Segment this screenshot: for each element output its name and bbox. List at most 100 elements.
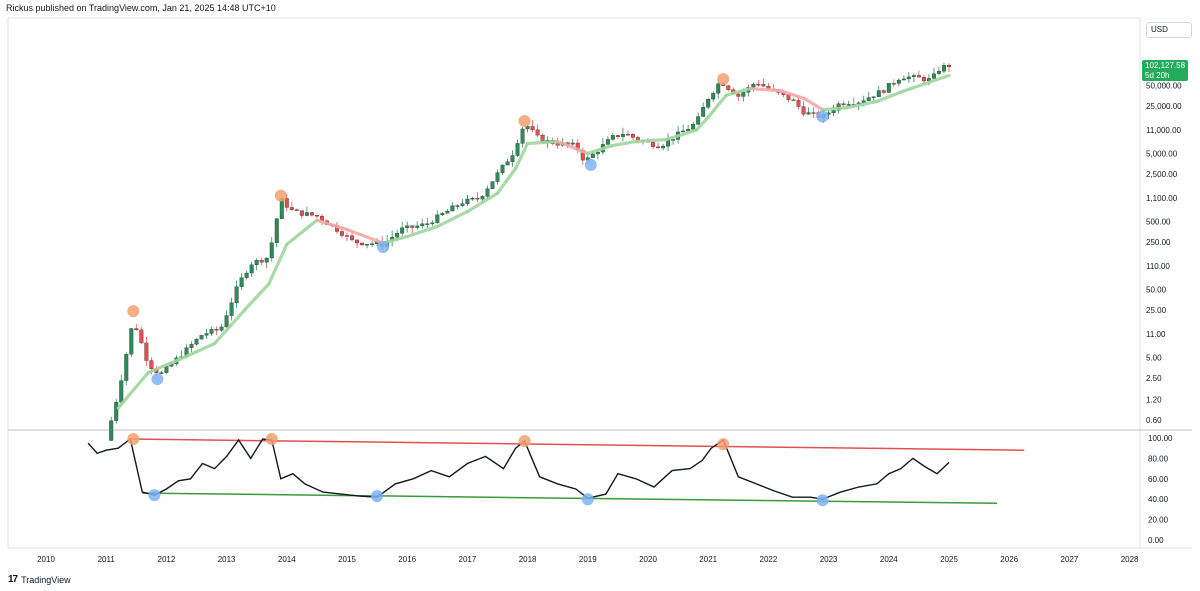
ma-segment xyxy=(664,128,698,142)
ma-segment xyxy=(724,86,752,97)
price-tick-label: 1.20 xyxy=(1146,396,1162,405)
candle-body xyxy=(615,135,620,137)
oscillator-top-marker xyxy=(127,433,140,446)
resistance-trendline xyxy=(130,438,1025,451)
oscillator-tick-label: 20.00 xyxy=(1148,516,1169,525)
time-tick-label: 2016 xyxy=(398,555,416,564)
candle-body xyxy=(801,106,806,115)
candle-body xyxy=(239,277,244,287)
currency-button[interactable]: USD xyxy=(1146,22,1192,38)
ma-segment xyxy=(634,137,668,144)
ma-segment xyxy=(802,97,825,112)
candle-body xyxy=(244,272,249,278)
chart-frame xyxy=(7,17,1192,549)
time-tick-label: 2014 xyxy=(278,555,296,564)
ma-segment xyxy=(146,358,181,375)
time-axis: 2010 2011 2012 2013 2014 2015 2016 2017 2018 2019… xyxy=(37,555,1139,564)
candle-body xyxy=(751,84,756,88)
candle-body xyxy=(109,420,114,441)
oscillator-top-marker xyxy=(717,438,730,451)
candle-body xyxy=(214,329,219,331)
candle-body xyxy=(189,344,194,348)
candle-body xyxy=(515,143,520,156)
oscillator-top-marker xyxy=(265,433,278,446)
ma-segment xyxy=(116,370,150,410)
candle-body xyxy=(831,109,836,114)
candle-body xyxy=(490,181,495,189)
candle-body xyxy=(691,124,696,130)
candle-body xyxy=(204,333,209,336)
candle-body xyxy=(891,83,896,85)
candle-body xyxy=(510,155,515,162)
candle-body xyxy=(199,335,204,340)
candle-body xyxy=(671,139,676,141)
candle-body xyxy=(871,96,876,98)
ma-segment xyxy=(513,141,530,171)
candle-body xyxy=(395,233,400,238)
time-tick-label: 2020 xyxy=(639,555,657,564)
ma-segment xyxy=(899,82,927,94)
candle-body xyxy=(555,143,560,146)
cycle-top-marker xyxy=(518,115,531,128)
cycle-top-marker xyxy=(717,73,730,86)
candlestick-series xyxy=(109,62,951,442)
candle-body xyxy=(289,207,294,210)
candle-body xyxy=(249,264,254,274)
candle-body xyxy=(430,222,435,224)
candle-body xyxy=(420,223,425,227)
candle-body xyxy=(706,98,711,108)
time-tick-label: 2025 xyxy=(940,555,958,564)
tradingview-footer[interactable]: 17 TradingView xyxy=(8,574,71,585)
ma-segment xyxy=(923,73,951,86)
candle-body xyxy=(340,231,344,236)
ma-segment xyxy=(212,308,247,346)
oscillator-tick-label: 60.00 xyxy=(1148,475,1169,484)
candle-body xyxy=(590,153,595,158)
publisher-header: Rickus published on TradingView.com, Jan… xyxy=(6,3,276,13)
time-tick-label: 2013 xyxy=(218,555,236,564)
time-tick-label: 2011 xyxy=(98,555,116,564)
price-cycle-markers xyxy=(127,73,829,386)
price-tick-label: 11,000.00 xyxy=(1146,126,1182,135)
price-tick-label: 5.00 xyxy=(1146,353,1162,362)
candle-body xyxy=(786,94,791,100)
time-tick-label: 2018 xyxy=(519,555,537,564)
candle-body xyxy=(881,90,886,93)
candle-body xyxy=(620,134,625,137)
candle-body xyxy=(360,242,364,246)
candle-body xyxy=(124,354,129,381)
candle-body xyxy=(370,243,375,245)
candle-body xyxy=(896,79,901,84)
candle-body xyxy=(631,134,635,138)
time-tick-label: 2026 xyxy=(1000,555,1018,564)
candle-body xyxy=(937,71,941,74)
candle-body xyxy=(656,146,660,149)
oscillator-tick-label: 100.00 xyxy=(1148,434,1173,443)
candle-body xyxy=(314,214,319,217)
support-trendline xyxy=(142,492,998,505)
candle-body xyxy=(811,112,816,114)
moving-average-series xyxy=(116,73,951,410)
candle-body xyxy=(916,75,921,78)
candle-body xyxy=(696,116,701,125)
oscillator-bottom-marker xyxy=(371,490,384,503)
candle-body xyxy=(405,225,410,228)
price-tick-label: 50,000.00 xyxy=(1146,81,1182,90)
ma-segment xyxy=(748,86,783,93)
candle-body xyxy=(911,75,916,77)
candle-body xyxy=(756,84,761,86)
candle-body xyxy=(485,188,490,197)
candle-body xyxy=(254,259,259,265)
candle-body xyxy=(906,76,911,80)
candle-body xyxy=(625,134,630,136)
time-tick-label: 2019 xyxy=(579,555,597,564)
ma-segment xyxy=(381,234,409,245)
time-tick-label: 2024 xyxy=(880,555,898,564)
candle-body xyxy=(350,235,354,241)
candle-body xyxy=(229,302,234,316)
candle-body xyxy=(761,84,766,87)
tradingview-brand: TradingView xyxy=(21,574,71,585)
candle-body xyxy=(605,139,610,145)
time-tick-label: 2010 xyxy=(37,555,55,564)
